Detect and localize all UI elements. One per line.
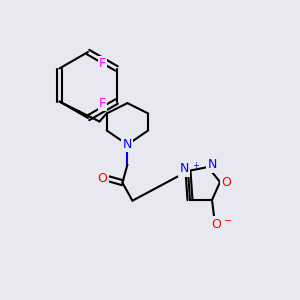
Text: F: F <box>99 97 106 110</box>
Text: −: − <box>224 216 232 226</box>
Text: O: O <box>211 218 221 230</box>
Text: O: O <box>221 176 231 188</box>
Text: +: + <box>192 160 199 169</box>
Text: F: F <box>99 57 106 70</box>
Text: O: O <box>98 172 107 185</box>
Text: N: N <box>207 158 217 172</box>
Text: N: N <box>179 163 189 176</box>
Text: N: N <box>123 138 132 151</box>
